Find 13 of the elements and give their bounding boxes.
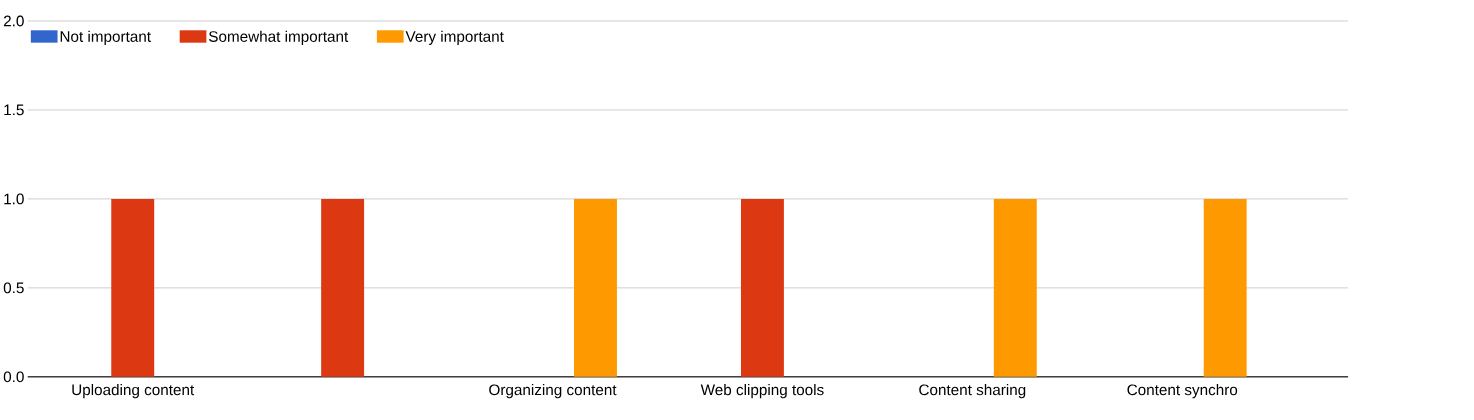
legend-label: Not important [60, 30, 151, 46]
y-tick-label: 1.0 [4, 193, 24, 205]
x-tick-label: Organizing content [489, 384, 617, 399]
y-tick-label: 0.5 [3, 282, 24, 294]
x-tick-label: Content synchro [1127, 384, 1238, 399]
y-tick-label: 1.5 [4, 104, 24, 116]
x-tick-label: Uploading content [72, 384, 195, 399]
x-tick-label: Web clipping tools [700, 384, 824, 399]
y-tick-label: 2.0 [3, 15, 24, 27]
y-tick-label: 0.0 [3, 371, 24, 383]
x-tick-label: Content sharing [919, 384, 1026, 399]
legend-label: Somewhat important [208, 30, 349, 46]
legend-label: Very important [405, 30, 504, 46]
